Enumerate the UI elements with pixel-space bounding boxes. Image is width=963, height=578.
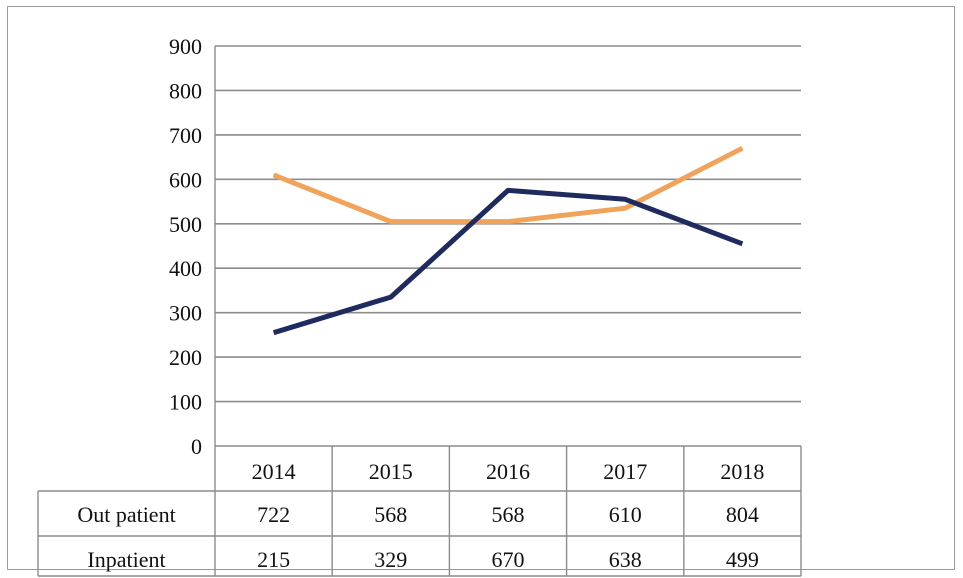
table-value-cell: 329 xyxy=(374,547,407,572)
x-category-label: 2017 xyxy=(603,459,647,484)
series-line-out-patient xyxy=(272,145,744,225)
y-axis-ticks: 0 100 200 300 400 500 600 700 800 900 xyxy=(169,34,202,459)
table-value-cell: 499 xyxy=(726,547,759,572)
table-value-cell: 722 xyxy=(257,502,290,527)
data-table: 2014 2015 2016 2017 2018 Out patient 722 568 568… xyxy=(37,446,802,577)
table-value-cell: 610 xyxy=(609,502,642,527)
y-tick-label: 200 xyxy=(169,345,202,370)
y-tick-label: 300 xyxy=(169,301,202,326)
y-tick-label: 900 xyxy=(169,34,202,59)
table-value-cell: 215 xyxy=(257,547,290,572)
y-tick-label: 100 xyxy=(169,390,202,415)
series-row-label: Inpatient xyxy=(87,547,165,572)
y-tick-label: 600 xyxy=(169,167,202,192)
series-line-inpatient xyxy=(272,187,744,336)
table-value-cell: 638 xyxy=(609,547,642,572)
y-tick-label: 500 xyxy=(169,212,202,237)
table-value-cell: 804 xyxy=(726,502,759,527)
x-category-label: 2015 xyxy=(369,459,413,484)
x-category-label: 2016 xyxy=(486,459,530,484)
y-tick-label: 0 xyxy=(191,434,202,459)
gridlines xyxy=(214,45,801,447)
series-lines xyxy=(272,145,744,336)
x-category-label: 2014 xyxy=(252,459,296,484)
table-value-cell: 670 xyxy=(492,547,525,572)
series-row-label: Out patient xyxy=(77,502,175,527)
y-tick-label: 400 xyxy=(169,256,202,281)
y-tick-label: 800 xyxy=(169,78,202,103)
table-value-cell: 568 xyxy=(492,502,525,527)
chart-frame xyxy=(7,6,955,570)
x-category-label: 2018 xyxy=(720,459,764,484)
y-tick-label: 700 xyxy=(169,123,202,148)
table-value-cell: 568 xyxy=(374,502,407,527)
